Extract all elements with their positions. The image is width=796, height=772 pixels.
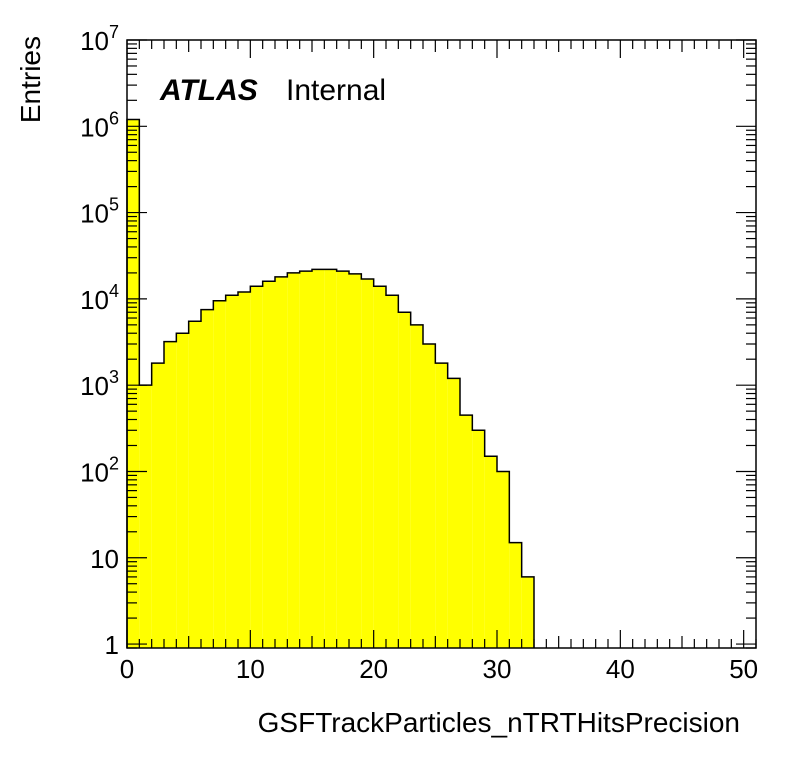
histogram-bar — [435, 363, 448, 648]
y-tick-label: 10 — [90, 544, 119, 574]
histogram-bar — [447, 378, 460, 648]
histogram-bar — [262, 281, 275, 648]
histogram-bar — [521, 576, 534, 648]
y-tick-label: 106 — [80, 108, 119, 142]
histogram-bar — [349, 273, 362, 648]
histogram-bar — [164, 341, 177, 648]
y-tick-label: 103 — [80, 367, 119, 401]
x-tick-label: 20 — [359, 654, 388, 684]
histogram-bar — [460, 415, 473, 648]
histogram-bar — [484, 456, 497, 648]
tick-labels-layer: 0 10 20 30 40 50 1 10 102 103 104 105 106 107 — [80, 22, 758, 684]
histogram-bar — [509, 542, 522, 648]
x-axis-title: GSFTrackParticles_nTRTHitsPrecision — [258, 707, 740, 738]
internal-label: Internal — [286, 74, 386, 107]
histogram-bar — [423, 344, 436, 648]
histogram-bar — [225, 295, 238, 648]
ticks-layer — [126, 39, 757, 649]
histogram-bar — [275, 276, 288, 648]
histogram-bar — [312, 269, 325, 648]
histogram-bar — [238, 292, 251, 648]
histogram-bar — [151, 363, 164, 648]
histogram-bar — [386, 295, 399, 648]
histogram-bar — [188, 321, 201, 648]
bars-layer — [126, 118, 535, 649]
y-tick-label: 104 — [80, 281, 119, 315]
histogram-bar — [139, 385, 152, 648]
x-tick-label: 50 — [729, 654, 758, 684]
histogram-bar — [398, 312, 411, 648]
histogram-bar — [201, 309, 214, 648]
histogram-bar — [497, 471, 510, 648]
histogram-bar — [410, 324, 423, 648]
histogram-bar — [176, 333, 189, 648]
histogram-bar — [250, 286, 263, 648]
y-tick-label: 1 — [105, 630, 119, 660]
atlas-label: ATLAS — [159, 74, 258, 107]
histogram-bar — [287, 272, 300, 648]
histogram-bar — [324, 269, 337, 648]
x-tick-label: 30 — [483, 654, 512, 684]
histogram-bar — [336, 271, 349, 648]
histogram-bar — [213, 300, 226, 648]
y-axis-title: Entries — [15, 36, 46, 123]
histogram-outline — [126, 118, 535, 648]
x-tick-label: 40 — [606, 654, 635, 684]
histogram-bar — [472, 430, 485, 648]
histogram-bar — [299, 271, 312, 648]
histogram-bar — [361, 278, 374, 648]
y-tick-label: 102 — [80, 453, 119, 487]
histogram-bar — [373, 286, 386, 648]
histogram-bar — [127, 119, 140, 649]
x-tick-label: 0 — [120, 654, 134, 684]
y-tick-label: 107 — [80, 22, 119, 56]
y-tick-label: 105 — [80, 195, 119, 229]
x-tick-label: 10 — [236, 654, 265, 684]
